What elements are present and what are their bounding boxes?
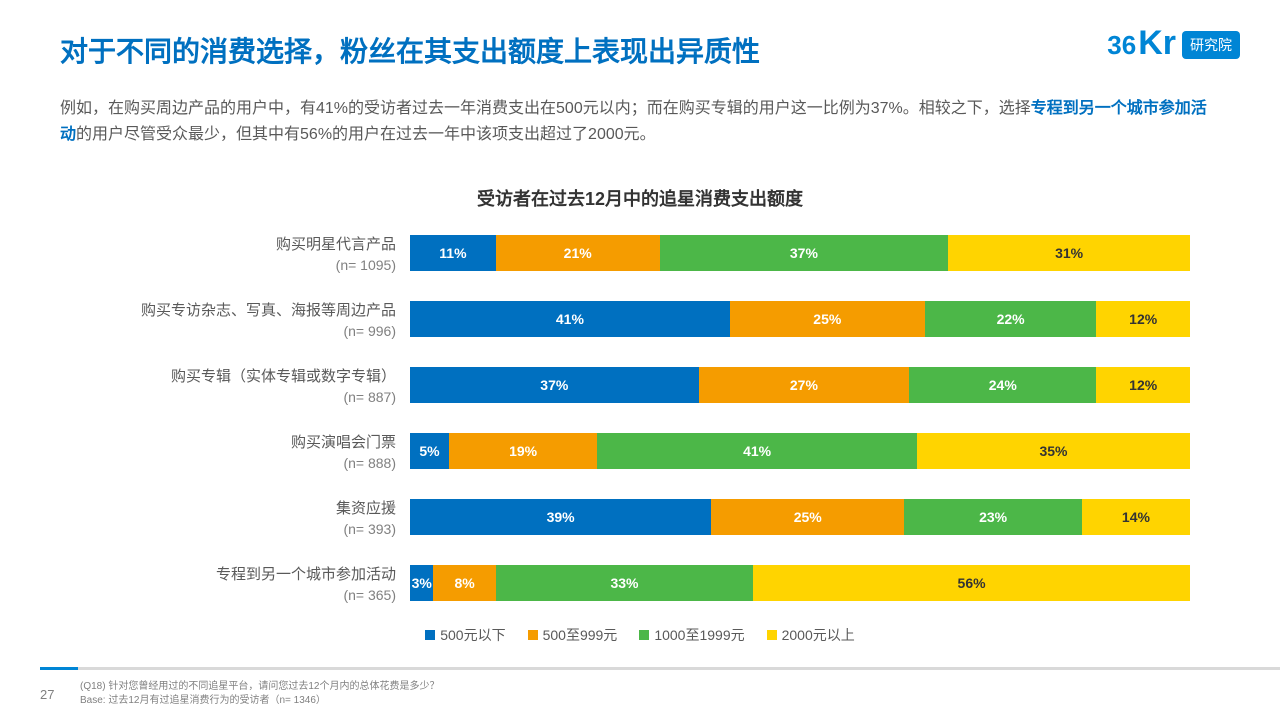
logo-kr: Kr [1138,24,1176,63]
stacked-bar: 37%27%24%12% [410,367,1190,403]
bar-segment: 25% [711,499,904,535]
bar-segment: 41% [597,433,917,469]
bar-segment: 24% [909,367,1096,403]
footnote: (Q18) 针对您曾经用过的不同追星平台，请问您过去12个月内的总体花费是多少？… [80,680,439,708]
row-label-group: 集资应援 (n= 393) [60,497,410,537]
stacked-bar: 41%25%22%12% [410,301,1190,337]
category-label: 购买专辑（实体专辑或数字专辑） [60,365,396,386]
bar-segment: 41% [410,301,730,337]
stacked-bar: 3%8%33%56% [410,565,1190,601]
stacked-bar: 11%21%37%31% [410,235,1190,271]
bar-segment: 31% [948,235,1190,271]
bar-segment: 21% [496,235,660,271]
legend-label: 500至999元 [543,625,618,645]
bar-segment: 5% [410,433,449,469]
row-label-group: 购买专访杂志、写真、海报等周边产品 (n= 996) [60,299,410,339]
legend-swatch [767,630,777,640]
page-number: 27 [40,687,54,702]
bar-segment: 39% [410,499,711,535]
legend-label: 500元以下 [440,625,505,645]
bar-segment: 23% [904,499,1082,535]
stacked-bar: 39%25%23%14% [410,499,1190,535]
bar-segment: 11% [410,235,496,271]
logo-badge: 研究院 [1182,31,1240,59]
logo-36: 36 [1107,30,1136,61]
page-title: 对于不同的消费选择，粉丝在其支出额度上表现出异质性 [60,30,760,70]
description-text: 例如，在购买周边产品的用户中，有41%的受访者过去一年消费支出在500元以内；而… [60,96,1220,147]
brand-logo: 36 Kr 研究院 [1107,24,1240,63]
category-label: 集资应援 [60,497,396,518]
bar-segment: 35% [917,433,1190,469]
desc-pre: 例如，在购买周边产品的用户中，有41%的受访者过去一年消费支出在500元以内；而… [60,100,1031,117]
category-label: 购买专访杂志、写真、海报等周边产品 [60,299,396,320]
category-n: (n= 887) [60,389,396,405]
category-n: (n= 888) [60,455,396,471]
category-label: 购买演唱会门票 [60,431,396,452]
footer-divider [40,667,1280,670]
legend-label: 2000元以上 [782,625,855,645]
row-label-group: 购买演唱会门票 (n= 888) [60,431,410,471]
bar-segment: 3% [410,565,433,601]
bar-segment: 12% [1096,367,1190,403]
bar-segment: 22% [925,301,1097,337]
category-n: (n= 996) [60,323,396,339]
chart-row: 集资应援 (n= 393) 39%25%23%14% [60,484,1190,550]
legend-item: 500元以下 [425,625,505,645]
category-label: 专程到另一个城市参加活动 [60,563,396,584]
chart-row: 购买专辑（实体专辑或数字专辑） (n= 887) 37%27%24%12% [60,352,1190,418]
bar-segment: 19% [449,433,597,469]
legend-item: 1000至1999元 [639,625,744,645]
bar-segment: 25% [730,301,925,337]
bar-segment: 8% [433,565,495,601]
legend-item: 2000元以上 [767,625,855,645]
bar-segment: 37% [410,367,699,403]
chart-row: 购买明星代言产品 (n= 1095) 11%21%37%31% [60,220,1190,286]
stacked-bar: 5%19%41%35% [410,433,1190,469]
bar-segment: 37% [660,235,949,271]
chart-row: 购买演唱会门票 (n= 888) 5%19%41%35% [60,418,1190,484]
row-label-group: 专程到另一个城市参加活动 (n= 365) [60,563,410,603]
chart-legend: 500元以下 500至999元 1000至1999元 2000元以上 [0,625,1280,645]
stacked-bar-chart: 购买明星代言产品(n= 1095)11%21%37%31%购买专访杂志、写真、海… [60,220,1190,616]
bar-segment: 12% [1096,301,1190,337]
footnote-line1: (Q18) 针对您曾经用过的不同追星平台，请问您过去12个月内的总体花费是多少？ [80,680,439,694]
chart-title: 受访者在过去12月中的追星消费支出额度 [0,185,1280,211]
legend-label: 1000至1999元 [654,625,744,645]
category-n: (n= 365) [60,587,396,603]
footnote-line2: Base: 过去12月有过追星消费行为的受访者（n= 1346） [80,694,439,708]
row-label-group: 购买专辑（实体专辑或数字专辑） (n= 887) [60,365,410,405]
row-label-group: 购买明星代言产品 (n= 1095) [60,233,410,273]
desc-post: 的用户尽管受众最少，但其中有56%的用户在过去一年中该项支出超过了2000元。 [76,126,656,143]
category-n: (n= 1095) [60,257,396,273]
chart-row: 专程到另一个城市参加活动 (n= 365) 3%8%33%56% [60,550,1190,616]
category-n: (n= 393) [60,521,396,537]
bar-segment: 14% [1082,499,1190,535]
bar-segment: 27% [699,367,910,403]
legend-swatch [639,630,649,640]
legend-swatch [528,630,538,640]
legend-swatch [425,630,435,640]
bar-segment: 33% [496,565,753,601]
bar-segment: 56% [753,565,1190,601]
legend-item: 500至999元 [528,625,618,645]
category-label: 购买明星代言产品 [60,233,396,254]
chart-row: 购买专访杂志、写真、海报等周边产品 (n= 996) 41%25%22%12% [60,286,1190,352]
